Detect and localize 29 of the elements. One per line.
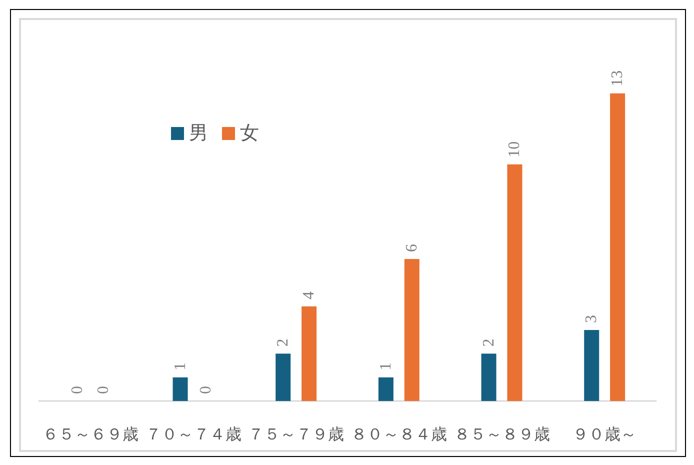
bar — [172, 377, 188, 401]
bar — [507, 164, 522, 401]
x-tick-label: ８５～８９歳 — [454, 426, 550, 444]
data-label: 2 — [480, 338, 498, 347]
bar — [378, 377, 394, 401]
data-label: 0 — [94, 386, 112, 394]
data-label: 2 — [274, 338, 292, 347]
data-label: 13 — [609, 70, 626, 86]
data-label: 0 — [68, 386, 86, 394]
bar — [584, 330, 600, 401]
data-label: 6 — [403, 244, 420, 252]
bar — [302, 306, 317, 401]
data-label: 1 — [172, 362, 189, 370]
x-tick-label: ８０～８４歳 — [350, 426, 447, 444]
data-label: 4 — [300, 291, 318, 300]
data-label: 10 — [506, 141, 524, 158]
data-label: 3 — [583, 315, 600, 323]
x-tick-label: ９０歳～ — [572, 426, 637, 444]
bar — [404, 259, 420, 401]
legend-label: 男 — [189, 123, 208, 144]
x-tick-label: ７５～７９歳 — [248, 426, 344, 444]
data-label: 1 — [377, 362, 394, 370]
legend-label: 女 — [240, 123, 259, 144]
bar — [481, 354, 496, 401]
bar — [276, 354, 291, 401]
x-tick-label: ６５～６９歳 — [42, 426, 138, 444]
x-tick-label: ７０～７４歳 — [145, 426, 242, 444]
data-label: 0 — [198, 386, 215, 394]
bar — [610, 93, 626, 401]
